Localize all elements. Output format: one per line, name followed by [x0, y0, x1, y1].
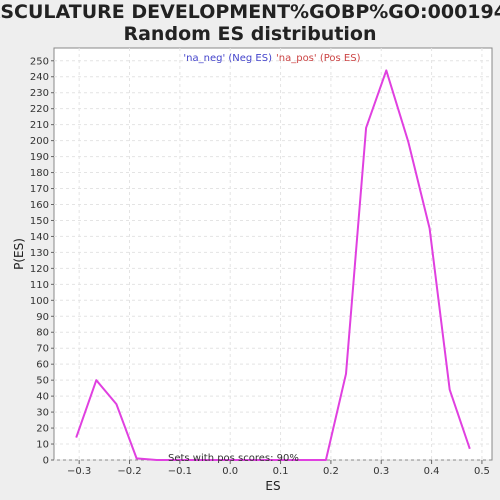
y-tick-label: 70	[36, 344, 49, 355]
x-tick-label: 0.0	[222, 466, 238, 477]
y-tick-label: 130	[30, 248, 49, 259]
y-tick-label: 110	[30, 280, 49, 291]
y-tick-label: 80	[36, 328, 49, 339]
y-tick-label: 0	[43, 456, 49, 467]
y-tick-label: 230	[30, 88, 49, 99]
y-tick-label: 60	[36, 360, 49, 371]
chart-title-line2: Random ES distribution	[123, 23, 376, 45]
sets-with-pos-scores-annotation: Sets with pos scores: 90%	[168, 453, 299, 464]
x-tick-label: −0.3	[67, 466, 91, 477]
y-tick-label: 50	[36, 376, 49, 387]
y-axis-ticks: 0 10 20 30 40 50 60 70 80 90 100 110 120 130 140 150 160…	[30, 56, 54, 467]
y-tick-label: 30	[36, 408, 49, 419]
series-line	[75, 69, 471, 461]
legend-neg-ES: 'na_neg' (Neg ES)	[183, 53, 272, 64]
series-group	[75, 69, 471, 461]
x-tick-label: 0.3	[373, 466, 389, 477]
y-axis-label: P(ES)	[12, 238, 26, 270]
y-tick-label: 180	[30, 168, 49, 179]
x-tick-label: 0.4	[424, 466, 440, 477]
y-tick-label: 200	[30, 136, 49, 147]
x-tick-label: 0.1	[273, 466, 289, 477]
y-tick-label: 240	[30, 72, 49, 83]
y-tick-label: 10	[36, 440, 49, 451]
y-tick-label: 250	[30, 56, 49, 67]
y-tick-label: 40	[36, 392, 49, 403]
x-tick-label: −0.2	[117, 466, 141, 477]
y-tick-label: 170	[30, 184, 49, 195]
x-tick-label: 0.5	[474, 466, 490, 477]
grid	[54, 48, 492, 461]
y-tick-label: 160	[30, 200, 49, 211]
y-tick-label: 100	[30, 296, 49, 307]
y-tick-label: 220	[30, 104, 49, 115]
y-tick-label: 120	[30, 264, 49, 275]
legend-pos-ES: 'na_pos' (Pos ES)	[276, 53, 361, 64]
y-tick-label: 190	[30, 152, 49, 163]
x-tick-label: −0.1	[168, 466, 192, 477]
y-tick-label: 140	[30, 232, 49, 243]
x-axis-label: ES	[265, 479, 280, 493]
x-axis-ticks: −0.3 −0.2 −0.1 0.0 0.1 0.2 0.3 0.4 0.5	[67, 460, 490, 477]
chart-title-line1: VASCULATURE DEVELOPMENT%GOBP%GO:0001944:	[0, 1, 500, 23]
y-tick-label: 150	[30, 216, 49, 227]
y-tick-label: 20	[36, 424, 49, 435]
plot-area	[53, 47, 493, 461]
y-tick-label: 210	[30, 120, 49, 131]
y-tick-label: 90	[36, 312, 49, 323]
x-tick-label: 0.2	[323, 466, 339, 477]
